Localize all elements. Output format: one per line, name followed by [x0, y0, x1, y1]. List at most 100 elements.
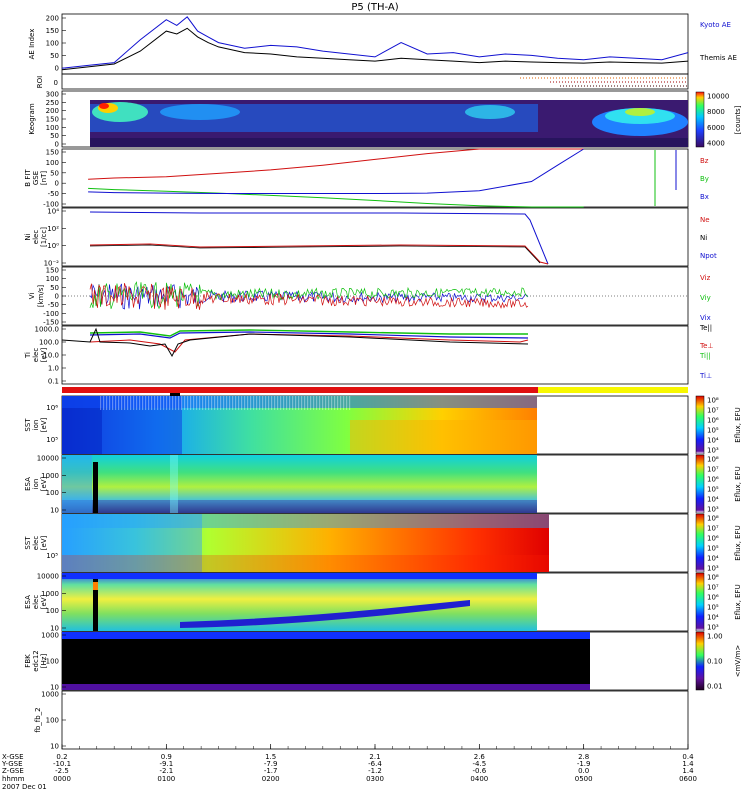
sst-ion-streak — [253, 396, 255, 410]
sst-ion-streak — [136, 396, 138, 410]
velocity-ytick: -150 — [43, 319, 59, 327]
x-tick-x: 2.6 — [474, 753, 486, 761]
sst-ion-streak — [220, 396, 222, 410]
density-ytick: 10⁰ — [47, 242, 59, 250]
bfield-ytick: 50 — [50, 169, 59, 177]
series-line-ti-par — [89, 329, 528, 337]
x-tick-y: -6.4 — [368, 760, 382, 768]
keogram-ytick: 50 — [50, 132, 59, 140]
sst-ion-streak — [346, 396, 348, 410]
sst-ion-ytick-0: 10⁶ — [46, 404, 58, 412]
sst-ion-streak — [250, 396, 252, 410]
sst-ion-streak — [226, 396, 228, 410]
esa-ion-colorbar-tick: 10⁸ — [707, 456, 719, 464]
sst-ion-streak — [199, 396, 201, 410]
esa-ion-ytick: 100 — [46, 489, 59, 497]
esa-ion-colorbar-label: Eflux, EFU — [734, 466, 742, 501]
sst-ion-streak — [184, 396, 186, 410]
sst-ion-streak — [202, 396, 204, 410]
x-tick-z: -2.5 — [55, 767, 69, 775]
x-tick-y: -4.5 — [472, 760, 486, 768]
sst-elec-colorbar-label: Eflux, EFU — [734, 525, 742, 560]
fbk-colorbar-label: <mV/m> — [734, 645, 742, 678]
sst-ion-streak — [247, 396, 249, 410]
velocity-trace — [89, 283, 529, 310]
sst-ion-streak — [169, 396, 171, 410]
esa-elec-colorbar-tick: 10⁸ — [707, 574, 719, 582]
keogram-colorbar-tick: 10000 — [707, 93, 729, 101]
x-row-label-y: Y-GSE — [1, 760, 23, 768]
keogram-colorbar-tick: 4000 — [707, 140, 725, 148]
panel-temp: 1000.0100.010.01.00.1 Ti elec [eV] Te|| … — [24, 324, 714, 386]
sst-ion-streak — [151, 396, 153, 410]
legend-viy: Viy — [700, 294, 711, 302]
keogram-ytick: 300 — [46, 91, 59, 99]
ae-ytick: 50 — [50, 52, 59, 60]
esa-ion-colorbar-tick: 10³ — [707, 506, 719, 514]
ae-ytick: 200 — [46, 15, 59, 23]
fbk-colorbar-tick: 0.10 — [707, 658, 723, 666]
sst-ion-streak — [331, 396, 333, 410]
sst-ion-streak — [109, 396, 111, 410]
panel-esa-ion-ylabel: ESA — [24, 477, 32, 491]
legend-bx: Bx — [700, 193, 709, 201]
x-tick-y: 1.4 — [682, 760, 694, 768]
panel-bfield-ylabel-3: [nT] — [40, 171, 48, 185]
x-tick-z: 1.4 — [682, 767, 694, 775]
sst-ion-streak — [139, 396, 141, 410]
series-line-bx — [88, 148, 584, 194]
sst-ion-streak — [115, 396, 117, 410]
esa-elec-colorbar-tick: 10⁵ — [707, 604, 719, 612]
panel-esa-elec-ylabel-3: [eV] — [40, 594, 48, 609]
esa-ion-ytick: 1000 — [41, 472, 59, 480]
x-tick-time: 0600 — [679, 775, 697, 783]
legend-themis-ae: Themis AE — [699, 54, 737, 62]
sst-ion-colorbar-tick: 10³ — [707, 447, 719, 455]
esa-elec-colorbar-tick: 10⁷ — [707, 584, 719, 592]
fbk-colorbar-tick: 0.01 — [707, 683, 723, 691]
sst-ion-streak — [187, 396, 189, 410]
sst-elec-colorbar-tick: 10⁷ — [707, 525, 719, 533]
x-tick-z: -0.6 — [472, 767, 486, 775]
sst-ion-colorbar-tick: 10⁵ — [707, 427, 719, 435]
sst-ion-colorbar-tick: 10⁴ — [707, 437, 719, 445]
panel-temp-ylabel-3: [eV] — [40, 347, 48, 362]
x-row-label-t: hhmm — [2, 775, 25, 783]
keogram-colorbar-label: [counts] — [734, 105, 742, 134]
x-tick-time: 0200 — [262, 775, 280, 783]
esa-elec-colorbar-tick: 10⁶ — [707, 594, 719, 602]
sst-ion-streak — [271, 396, 273, 410]
x-tick-time: 0300 — [366, 775, 384, 783]
x-tick-x: 2.1 — [369, 753, 380, 761]
sst-ion-streak — [256, 396, 258, 410]
x-tick-z: -1.7 — [264, 767, 278, 775]
x-tick-time: 0400 — [470, 775, 488, 783]
sst-ion-streak — [127, 396, 129, 410]
sst-ion-streak — [322, 396, 324, 410]
sst-ion-streak — [274, 396, 276, 410]
legend-te-par: Te|| — [699, 324, 712, 332]
sst-ion-streak — [292, 396, 294, 410]
sst-ion-streak — [190, 396, 192, 410]
sst-ion-streak — [295, 396, 297, 410]
panel-roi-ytick: 0 — [54, 79, 58, 87]
temp-ytick: 1.0 — [48, 365, 59, 373]
panel-sst-ion-ylabel-3: [eV] — [40, 417, 48, 432]
sst-ion-streak — [172, 396, 174, 410]
bfield-ytick: -50 — [48, 190, 59, 198]
sst-ion-streak — [313, 396, 315, 410]
esa-ion-colorbar-tick: 10⁷ — [707, 466, 719, 474]
panel-fbk-ylabel-2: edc12 — [32, 650, 40, 672]
panel-density-ylabel-2: elec — [32, 230, 40, 245]
sst-elec-colorbar-tick: 10⁸ — [707, 515, 719, 523]
fb2-ytick: 100 — [46, 717, 59, 725]
sst-ion-streak — [259, 396, 261, 410]
panel-temp-ylabel-2: elec — [32, 348, 40, 363]
sst-ion-streak — [157, 396, 159, 410]
panel-temp-ylabel: Ti — [24, 352, 32, 359]
x-tick-y: -9.1 — [159, 760, 173, 768]
sst-ion-colorbar-tick: 10⁸ — [707, 397, 719, 405]
panel-fbk-ylabel-3: [Hz] — [40, 654, 48, 669]
sst-ion-streak — [310, 396, 312, 410]
panel-roi: ROI 0 — [36, 73, 689, 90]
